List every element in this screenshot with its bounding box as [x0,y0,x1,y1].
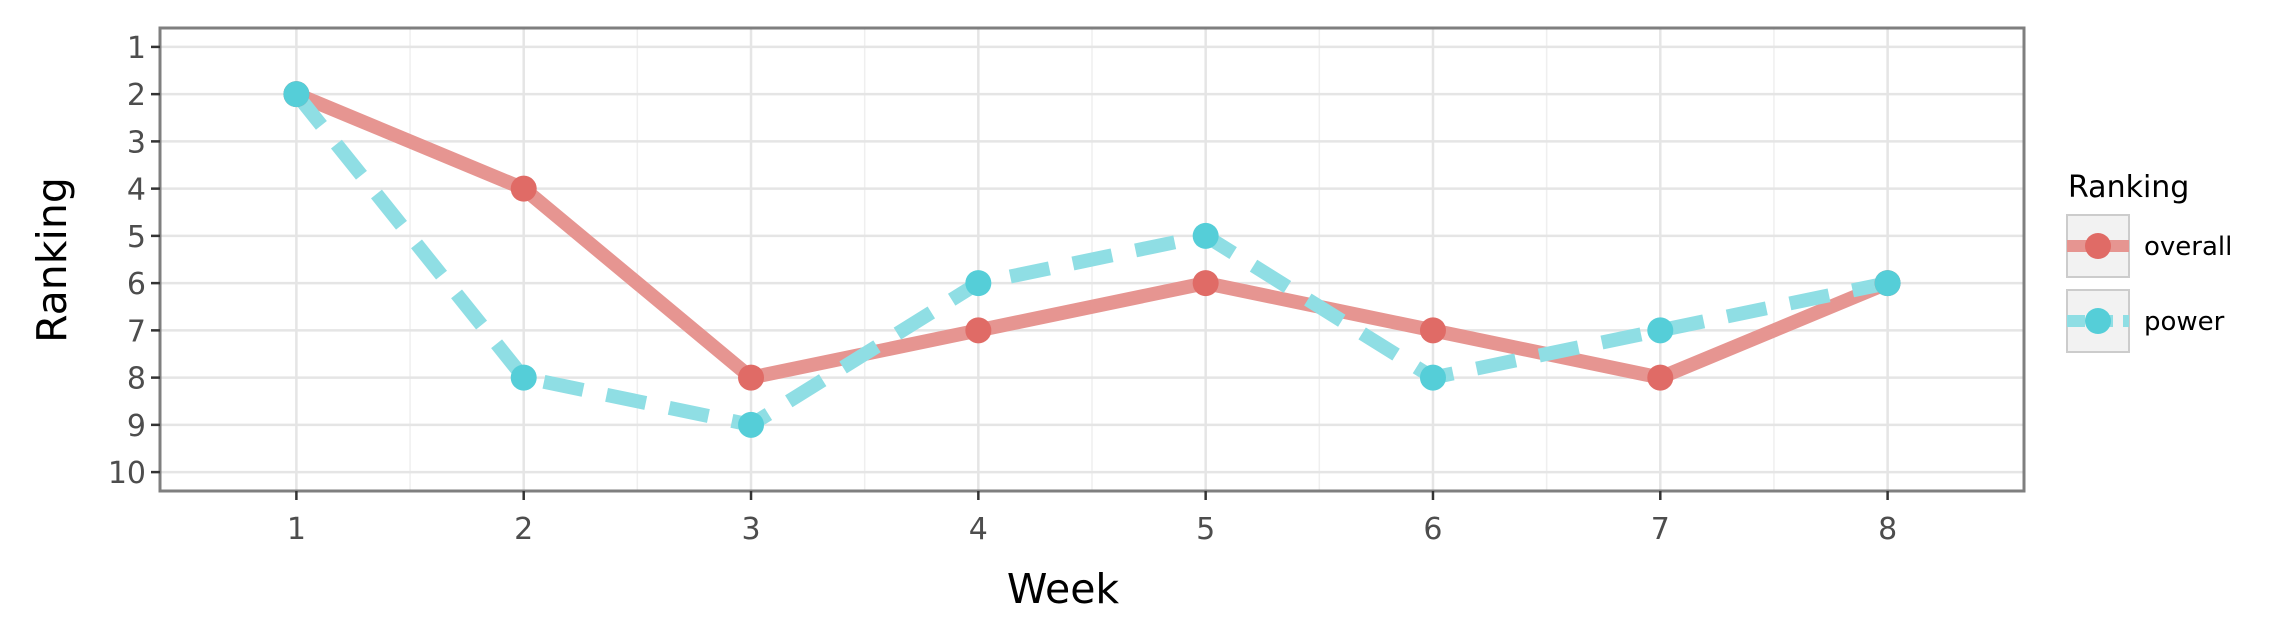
y-tick-label: 4 [127,173,146,208]
data-point-power [283,81,310,108]
legend-items: overall power [2066,214,2232,353]
legend-key-point-power [2085,308,2111,334]
y-tick-label: 7 [127,314,146,349]
y-tick-labels: 1 2 3 4 5 6 7 8 9 10 [108,31,146,491]
data-point-overall [738,364,765,391]
series-line-overall [293,87,1891,385]
y-tick-label: 8 [127,362,146,397]
data-point-overall [965,317,992,344]
data-point-overall [1419,317,1446,344]
series-layer [283,81,1901,438]
grid [160,28,2024,491]
x-tick-label: 6 [1423,512,1442,547]
x-axis-title: Week [1007,565,1120,613]
y-tick-label: 3 [127,125,146,160]
y-axis-title: Ranking [28,177,76,343]
data-point-overall [1647,364,1674,391]
data-point-power [738,411,765,438]
legend-key-point-overall [2085,233,2111,259]
data-point-power [965,270,992,297]
data-point-overall [1192,270,1219,297]
x-tick-label: 2 [514,512,533,547]
data-point-power [1192,222,1219,249]
data-point-power [1647,317,1674,344]
data-point-overall [510,175,537,202]
series-line-power [290,89,1890,432]
y-tick-label: 6 [127,267,146,302]
y-tick-label: 1 [127,31,146,66]
x-tick-label: 7 [1651,512,1670,547]
y-tick-label: 5 [127,220,146,255]
x-tick-labels: 1 2 3 4 5 6 7 8 [287,512,1897,547]
x-tick-label: 1 [287,512,306,547]
legend-title: Ranking [2068,170,2189,205]
legend-label-power: power [2144,307,2225,337]
legend-label-overall: overall [2144,232,2232,262]
y-tick-label: 9 [127,409,146,444]
data-point-power [1419,364,1446,391]
legend: Ranking overall power [2066,170,2232,353]
x-tick-label: 5 [1196,512,1215,547]
x-tick-label: 4 [969,512,988,547]
y-tick-label: 2 [127,78,146,113]
data-point-power [1874,270,1901,297]
plot-border [158,26,2026,493]
x-tick-label: 3 [741,512,760,547]
x-tick-label: 8 [1878,512,1897,547]
y-tick-label: 10 [108,456,146,491]
data-point-power [510,364,537,391]
